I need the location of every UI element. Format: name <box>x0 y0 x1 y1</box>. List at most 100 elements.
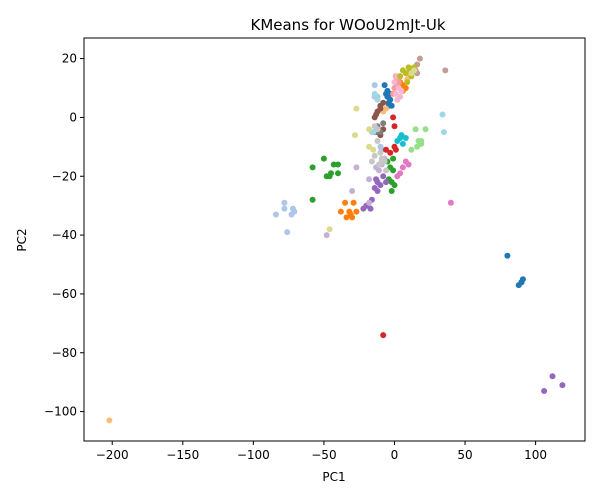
cluster-5-point-6 <box>408 146 415 153</box>
cluster-11-point-4 <box>442 67 449 74</box>
cluster-6-point-5 <box>391 123 398 130</box>
x-tick-label: −100 <box>237 448 270 462</box>
cluster-11-point-2 <box>416 55 423 62</box>
cluster-10-point-5 <box>377 105 384 112</box>
cluster-19-point-1 <box>440 129 447 136</box>
y-tick-label: −60 <box>52 287 77 301</box>
x-tick-label: 0 <box>391 448 399 462</box>
y-tick-label: −100 <box>44 405 77 419</box>
cluster-1-point-0 <box>272 211 279 218</box>
cluster-9-point-0 <box>323 232 330 239</box>
cluster-6-point-0 <box>380 332 387 339</box>
cluster-8-point-0 <box>541 388 548 394</box>
cluster-14-point-2 <box>380 120 387 127</box>
cluster-8-point-13 <box>373 176 380 183</box>
x-axis: −200 −150 −100 −50 0 50 100 <box>96 441 547 462</box>
cluster-6-point-1 <box>383 146 389 153</box>
cluster-12-point-4 <box>394 173 401 180</box>
cluster-16-point-7 <box>404 79 411 86</box>
cluster-19-point-4 <box>370 129 377 136</box>
cluster-17-point-5 <box>326 226 333 233</box>
cluster-9-point-4 <box>366 199 373 206</box>
cluster-4-point-7 <box>335 161 341 168</box>
cluster-15-point-5 <box>371 152 378 159</box>
cluster-2-point-0 <box>337 208 344 215</box>
cluster-3-point-3 <box>383 105 389 112</box>
cluster-15-point-2 <box>374 138 381 144</box>
cluster-0-point-9 <box>387 96 394 103</box>
x-tick-label: −200 <box>96 448 129 462</box>
cluster-4-point-12 <box>391 182 398 189</box>
cluster-1-point-1 <box>281 205 288 212</box>
cluster-2-point-4 <box>343 214 350 221</box>
x-tick-label: 100 <box>524 448 547 462</box>
cluster-3-point-0 <box>106 417 113 424</box>
cluster-8-point-8 <box>374 188 381 194</box>
cluster-5-point-4 <box>414 143 421 150</box>
cluster-19-point-3 <box>374 96 381 103</box>
cluster-4-point-1 <box>309 196 316 203</box>
cluster-15-point-10 <box>383 167 389 174</box>
cluster-15-point-3 <box>377 149 384 156</box>
plot-area-frame <box>83 37 586 442</box>
cluster-9-point-6 <box>376 167 382 174</box>
cluster-18-point-4 <box>398 132 405 139</box>
x-tick-label: 50 <box>457 448 472 462</box>
cluster-8-point-1 <box>549 373 556 380</box>
cluster-17-point-1 <box>352 132 358 139</box>
cluster-5-point-0 <box>412 126 419 133</box>
y-axis-label: PC2 <box>15 228 29 251</box>
cluster-6-point-4 <box>392 146 399 153</box>
x-tick-label: −150 <box>166 448 199 462</box>
cluster-0-point-4 <box>518 279 525 286</box>
cluster-1-point-9 <box>371 82 378 89</box>
cluster-13-point-6 <box>398 87 405 94</box>
cluster-8-point-11 <box>383 179 389 186</box>
cluster-6-point-2 <box>387 149 394 156</box>
cluster-4-point-16 <box>390 155 397 162</box>
cluster-17-point-0 <box>353 105 360 112</box>
cluster-15-point-4 <box>368 158 375 165</box>
y-axis: 20 0 −20 −40 −60 −80 −100 <box>44 52 84 419</box>
cluster-17-point-3 <box>366 143 373 150</box>
y-tick-label: 20 <box>62 52 77 66</box>
cluster-5-point-5 <box>418 138 425 144</box>
cluster-6-point-6 <box>390 114 397 121</box>
x-tick-label: −50 <box>311 448 336 462</box>
cluster-16-point-2 <box>402 70 409 77</box>
cluster-1-point-2 <box>281 199 288 206</box>
cluster-1-point-5 <box>291 208 298 215</box>
cluster-9-point-3 <box>366 176 373 183</box>
y-tick-label: 0 <box>69 110 77 124</box>
cluster-13-point-0 <box>391 79 398 86</box>
cluster-4-point-14 <box>388 188 395 194</box>
cluster-10-point-4 <box>373 111 380 118</box>
cluster-17-point-2 <box>366 126 373 133</box>
cluster-4-point-13 <box>390 167 397 174</box>
cluster-1-point-6 <box>284 229 291 236</box>
cluster-9-point-1 <box>349 188 356 194</box>
cluster-13-point-3 <box>392 90 399 97</box>
y-tick-label: −80 <box>52 346 77 360</box>
cluster-0-point-0 <box>504 252 511 259</box>
cluster-16-point-0 <box>397 73 404 80</box>
cluster-17-point-4 <box>370 146 377 153</box>
y-tick-label: −20 <box>52 169 77 183</box>
cluster-12-point-2 <box>399 164 406 171</box>
cluster-9-point-2 <box>353 164 360 171</box>
cluster-15-point-9 <box>374 126 381 133</box>
cluster-12-point-0 <box>447 199 454 206</box>
chart-title: KMeans for WOoU2mJt-Uk <box>250 16 445 34</box>
cluster-4-point-2 <box>320 155 327 162</box>
points-layer <box>106 55 566 424</box>
x-axis-label: PC1 <box>322 470 345 484</box>
cluster-0-point-5 <box>381 82 388 89</box>
cluster-2-point-7 <box>350 199 357 206</box>
cluster-18-point-3 <box>394 138 401 144</box>
cluster-17-point-7 <box>411 67 418 74</box>
cluster-4-point-0 <box>309 164 316 171</box>
cluster-8-point-5 <box>367 205 374 212</box>
cluster-2-point-1 <box>342 199 349 206</box>
